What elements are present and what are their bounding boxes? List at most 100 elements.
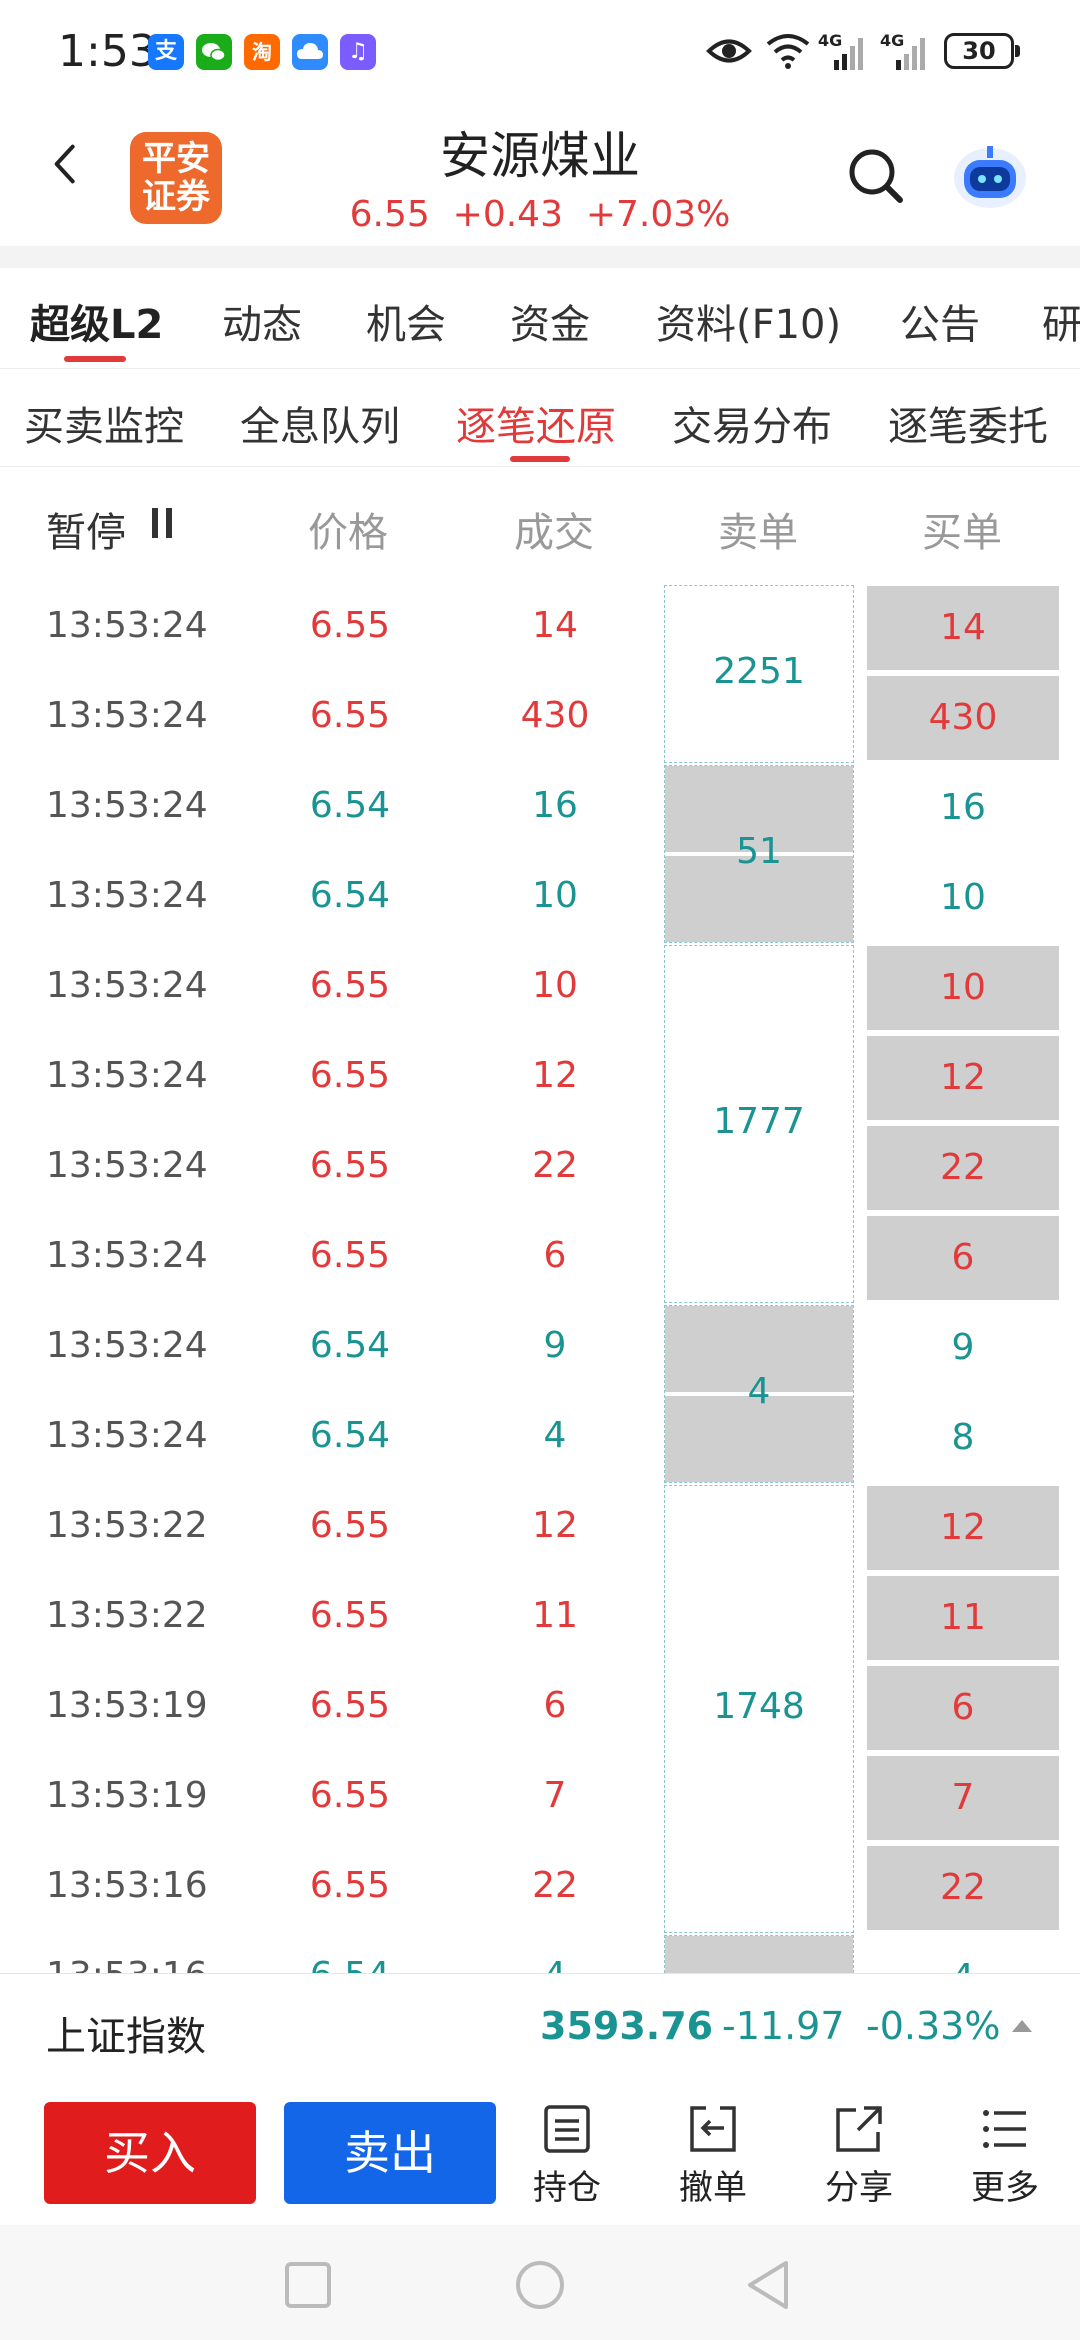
tab-announcements[interactable]: 公告	[900, 302, 980, 348]
more-menu-icon	[983, 2110, 1026, 2148]
recents-square-icon[interactable]	[284, 2261, 332, 2309]
table-row: 13:53:24 6.54 16	[0, 763, 578, 853]
trade-time: 13:53:22	[46, 1505, 208, 1546]
sell-order-value: 51	[736, 831, 782, 872]
position-button[interactable]: 持仓	[512, 2104, 622, 2209]
trade-time: 13:53:24	[46, 1325, 208, 1366]
wechat-icon	[196, 34, 232, 70]
trade-time: 13:53:24	[46, 785, 208, 826]
back-triangle-icon[interactable]	[744, 2259, 792, 2311]
trade-price: 6.54	[309, 1415, 391, 1456]
tab-tick-restore[interactable]: 逐笔还原	[456, 404, 616, 450]
index-name: 上证指数	[46, 2014, 206, 2060]
trade-volume: 4	[495, 1955, 615, 1973]
table-row: 13:53:22 6.55 12	[0, 1483, 578, 1573]
buy-order-cell: 6	[867, 1666, 1059, 1750]
trade-volume: 12	[532, 1505, 578, 1546]
status-time: 1:53	[58, 26, 157, 77]
column-price: 价格	[308, 510, 388, 556]
buy-button[interactable]: 买入	[44, 2102, 256, 2204]
more-button[interactable]: 更多	[950, 2104, 1060, 2209]
trade-price: 6.55	[309, 1145, 391, 1186]
expand-up-icon[interactable]	[1012, 2020, 1032, 2032]
sell-order-shade	[665, 1936, 853, 1973]
trade-price: 6.54	[290, 1955, 410, 1973]
secondary-tabs: 买卖监控 全息队列 逐笔还原 交易分布 逐笔委托	[0, 370, 1080, 467]
table-row: 13:53:166.544	[0, 1933, 566, 1973]
buy-order-cell: 8	[951, 1417, 975, 1458]
list-document-icon	[544, 2105, 590, 2153]
trade-price: 6.55	[309, 1595, 391, 1636]
trade-time: 13:53:24	[46, 1055, 208, 1096]
home-circle-icon[interactable]	[514, 2259, 566, 2311]
trade-volume: 22	[532, 1865, 578, 1906]
column-buy-order: 买单	[922, 510, 1002, 556]
pause-icon[interactable]	[152, 508, 174, 540]
table-row: 13:53:24 6.54 10	[0, 853, 578, 943]
tab-trade-distribution[interactable]: 交易分布	[672, 404, 832, 450]
system-nav-bar	[0, 2225, 1080, 2340]
index-percent: -0.33%	[866, 2004, 1001, 2048]
trade-time: 13:53:16	[46, 1865, 208, 1906]
sell-order-group: 2251	[664, 585, 854, 763]
trade-volume: 4	[543, 1415, 567, 1456]
table-row: 13:53:24 6.55 6	[0, 1213, 566, 1303]
trade-price: 6.55	[309, 1505, 391, 1546]
trade-price: 6.55	[309, 965, 391, 1006]
table-row: 13:53:24 6.55 10	[0, 943, 578, 1033]
alipay-icon: 支	[148, 34, 184, 70]
pause-button[interactable]: 暂停	[46, 510, 126, 556]
back-arrow-icon[interactable]	[46, 144, 86, 184]
trade-volume: 16	[532, 785, 578, 826]
taobao-icon: 淘	[244, 34, 280, 70]
tab-trade-monitor[interactable]: 买卖监控	[24, 404, 184, 450]
tab-funds[interactable]: 资金	[510, 302, 590, 348]
buy-order-cell: 22	[867, 1846, 1059, 1930]
trade-volume: 10	[532, 875, 578, 916]
trade-volume: 22	[532, 1145, 578, 1186]
trade-time: 13:53:16	[46, 1955, 208, 1973]
share-label: 分享	[825, 2168, 893, 2208]
wifi-icon	[766, 34, 810, 69]
table-row: 13:53:24 6.54 9	[0, 1303, 566, 1393]
index-change: -11.97	[722, 2004, 845, 2048]
buy-order-cell: 22	[867, 1126, 1059, 1210]
divider	[0, 246, 1080, 268]
active-subtab-indicator	[510, 456, 570, 462]
svg-text:4G: 4G	[818, 31, 842, 50]
trade-volume: 10	[532, 965, 578, 1006]
sell-button[interactable]: 卖出	[284, 2102, 496, 2204]
trade-time: 13:53:24	[46, 1145, 208, 1186]
position-label: 持仓	[533, 2168, 601, 2208]
tab-f10[interactable]: 资料(F10)	[656, 302, 842, 348]
index-value: 3593.76	[540, 2004, 714, 2048]
trade-price: 6.54	[309, 1325, 391, 1366]
index-bar[interactable]: 上证指数 3593.76 -11.97 -0.33%	[0, 1973, 1080, 2081]
sell-order-value: 4	[747, 1371, 771, 1412]
tab-dynamics[interactable]: 动态	[222, 302, 302, 348]
search-icon[interactable]	[846, 146, 906, 206]
sell-order-group: 4	[664, 1305, 854, 1483]
trade-volume: 9	[543, 1325, 567, 1366]
sell-order-value: 1748	[713, 1686, 805, 1727]
tab-tick-orders[interactable]: 逐笔委托	[888, 404, 1048, 450]
undo-order-icon	[690, 2106, 736, 2152]
tab-research[interactable]: 研	[1042, 302, 1080, 348]
trade-price: 6.55	[309, 605, 391, 646]
broker-logo: 平安证券	[130, 132, 222, 224]
buy-order-cell: 10	[867, 946, 1059, 1030]
trade-time: 13:53:24	[46, 965, 208, 1006]
assistant-robot-icon[interactable]	[950, 140, 1030, 212]
trade-time: 13:53:24	[46, 1235, 208, 1276]
buy-order-cell: 16	[940, 787, 986, 828]
tab-super-l2[interactable]: 超级L2	[30, 302, 164, 348]
trade-volume: 6	[543, 1235, 567, 1276]
tab-full-queue[interactable]: 全息队列	[240, 404, 400, 450]
table-row: 13:53:19 6.55 7	[0, 1753, 566, 1843]
trade-price: 6.55	[309, 1865, 391, 1906]
tab-opportunity[interactable]: 机会	[366, 302, 446, 348]
share-button[interactable]: 分享	[804, 2104, 914, 2209]
trade-list: 13:53:24 6.55 14 14 13:53:24 6.55 430 430 13:53:…	[0, 583, 1080, 1973]
cancel-order-button[interactable]: 撤单	[658, 2104, 768, 2209]
trade-volume: 430	[520, 695, 590, 736]
